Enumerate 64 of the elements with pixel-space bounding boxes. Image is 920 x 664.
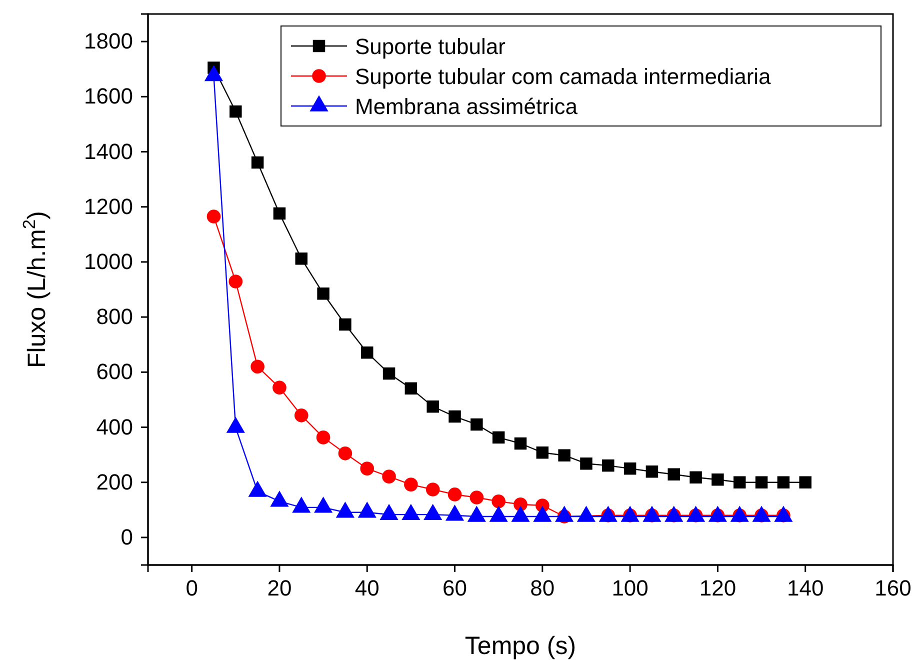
x-tick-label: 60 xyxy=(442,576,468,601)
point xyxy=(316,430,330,444)
point xyxy=(448,410,461,423)
point xyxy=(339,318,352,331)
y-tick-label: 1000 xyxy=(84,248,133,274)
point xyxy=(799,476,812,488)
point xyxy=(228,274,243,288)
point xyxy=(273,207,286,220)
point xyxy=(404,382,418,395)
x-tick-label: 80 xyxy=(530,576,555,601)
y-tick-label: 1800 xyxy=(84,28,133,54)
point xyxy=(426,400,439,413)
point xyxy=(668,468,680,480)
point xyxy=(382,367,396,380)
point xyxy=(602,459,614,472)
y-tick-label: 400 xyxy=(96,414,133,440)
point xyxy=(295,252,308,265)
y-tick-label: 1400 xyxy=(84,138,133,164)
point xyxy=(382,470,396,484)
point xyxy=(250,360,264,374)
x-tick-label: 140 xyxy=(786,576,824,601)
legend-label: Suporte tubular xyxy=(355,34,506,59)
x-tick-label: 40 xyxy=(354,576,380,601)
point xyxy=(690,471,702,484)
x-tick-label: 120 xyxy=(699,576,736,601)
point xyxy=(360,462,374,476)
point xyxy=(492,431,505,444)
point xyxy=(514,437,527,450)
point xyxy=(251,156,264,169)
x-tick-label: 0 xyxy=(186,576,198,601)
y-tick-label: 200 xyxy=(96,469,133,494)
point xyxy=(294,408,308,422)
point xyxy=(536,446,549,459)
legend-label: Suporte tubular com camada intermediaria xyxy=(355,64,772,89)
point xyxy=(470,418,483,431)
point xyxy=(317,288,330,300)
y-tick-label: 600 xyxy=(96,359,133,384)
point xyxy=(272,380,286,394)
point xyxy=(646,465,658,478)
point xyxy=(426,482,440,496)
y-tick-label: 800 xyxy=(96,304,133,330)
point xyxy=(338,446,352,460)
legend-label: Membrana assimétrica xyxy=(355,94,578,119)
point xyxy=(712,473,724,486)
point xyxy=(360,346,374,359)
point xyxy=(470,490,484,504)
point xyxy=(733,476,746,488)
point xyxy=(755,476,768,488)
point xyxy=(492,494,506,508)
point xyxy=(230,105,242,118)
point xyxy=(448,488,462,502)
y-tick-label: 1600 xyxy=(84,84,133,109)
y-tick-label: 0 xyxy=(120,524,133,550)
x-tick-label: 160 xyxy=(874,576,912,601)
point xyxy=(624,462,636,475)
point xyxy=(206,210,221,224)
point xyxy=(404,478,418,492)
x-tick-label: 100 xyxy=(612,576,648,601)
x-axis-title: Tempo (s) xyxy=(464,632,576,660)
point xyxy=(777,476,790,488)
x-tick-label: 20 xyxy=(267,576,292,601)
point xyxy=(558,449,570,462)
y-tick-label: 1200 xyxy=(84,194,133,219)
point xyxy=(580,457,592,470)
